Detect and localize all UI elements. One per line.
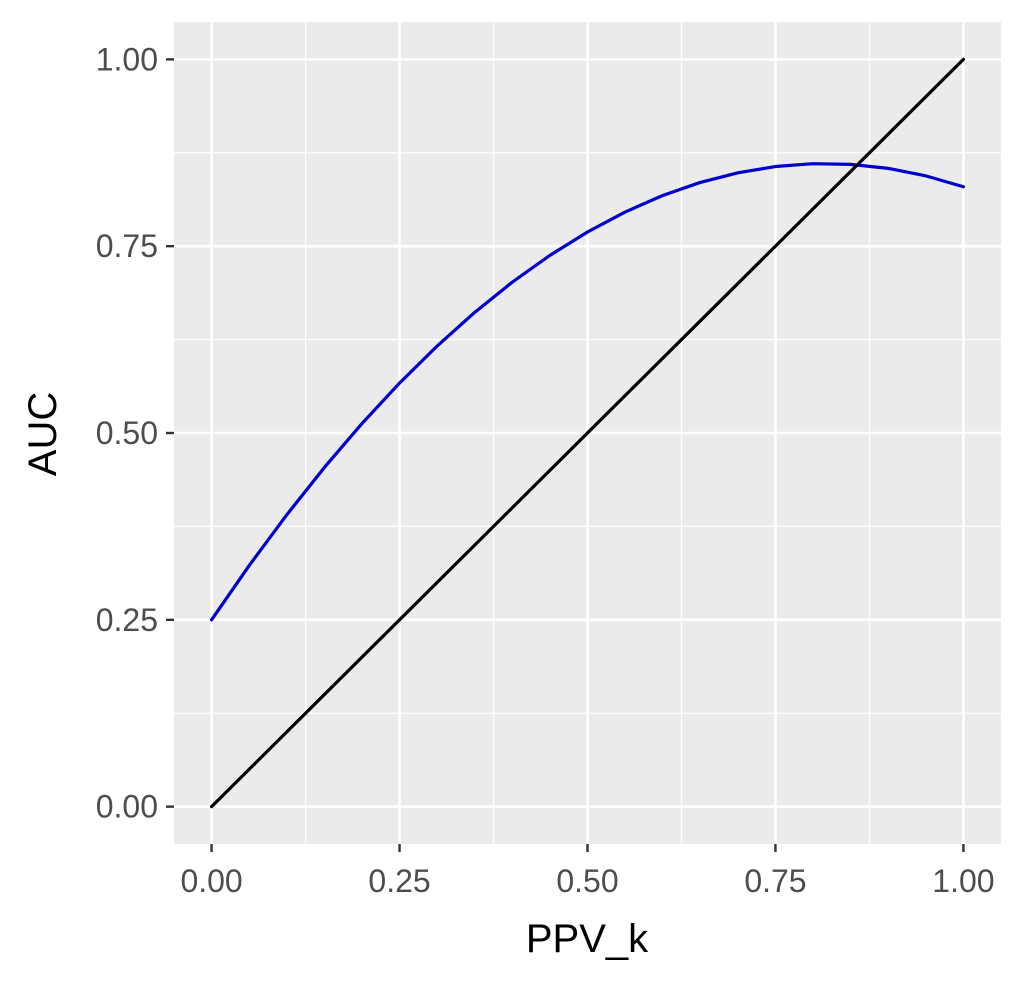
- x-tick-label: 0.00: [180, 863, 242, 899]
- x-axis: 0.00 0.25 0.50 0.75 1.00: [180, 844, 995, 899]
- series-layer: [209, 57, 966, 809]
- x-tick-label: 0.25: [368, 863, 430, 899]
- y-tick-label: 0.25: [96, 602, 158, 638]
- x-tick-label: 0.75: [744, 863, 806, 899]
- y-axis-title: AUC: [21, 392, 65, 476]
- series-line-blue: [209, 162, 966, 622]
- y-axis: 0.00 0.25 0.50 0.75 1.00: [96, 41, 174, 825]
- y-tick-label: 0.50: [96, 415, 158, 451]
- y-tick-label: 0.00: [96, 789, 158, 825]
- y-tick-label: 0.75: [96, 228, 158, 264]
- x-tick-label: 0.50: [556, 863, 618, 899]
- x-tick-label: 1.00: [932, 863, 994, 899]
- x-axis-title: PPV_k: [526, 917, 649, 961]
- y-tick-label: 1.00: [96, 41, 158, 77]
- series-line-black: [209, 57, 966, 809]
